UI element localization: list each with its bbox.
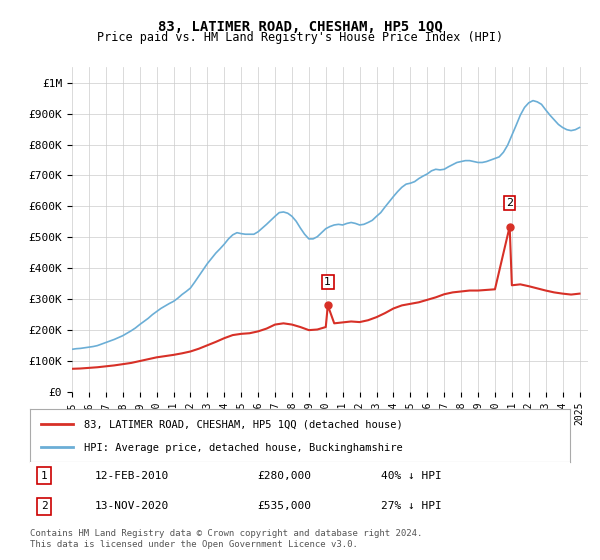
Text: HPI: Average price, detached house, Buckinghamshire: HPI: Average price, detached house, Buck… — [84, 443, 403, 453]
Text: 1: 1 — [325, 277, 331, 287]
Text: Price paid vs. HM Land Registry's House Price Index (HPI): Price paid vs. HM Land Registry's House … — [97, 31, 503, 44]
Text: 1: 1 — [41, 470, 47, 480]
Text: £535,000: £535,000 — [257, 501, 311, 511]
Text: 12-FEB-2010: 12-FEB-2010 — [95, 470, 169, 480]
Text: £280,000: £280,000 — [257, 470, 311, 480]
Text: 83, LATIMER ROAD, CHESHAM, HP5 1QQ: 83, LATIMER ROAD, CHESHAM, HP5 1QQ — [158, 20, 442, 34]
Text: Contains HM Land Registry data © Crown copyright and database right 2024.
This d: Contains HM Land Registry data © Crown c… — [30, 529, 422, 549]
Text: 83, LATIMER ROAD, CHESHAM, HP5 1QQ (detached house): 83, LATIMER ROAD, CHESHAM, HP5 1QQ (deta… — [84, 420, 403, 430]
Text: 27% ↓ HPI: 27% ↓ HPI — [381, 501, 442, 511]
Text: 13-NOV-2020: 13-NOV-2020 — [95, 501, 169, 511]
Text: 2: 2 — [41, 501, 47, 511]
Text: 40% ↓ HPI: 40% ↓ HPI — [381, 470, 442, 480]
Text: 2: 2 — [506, 198, 513, 208]
